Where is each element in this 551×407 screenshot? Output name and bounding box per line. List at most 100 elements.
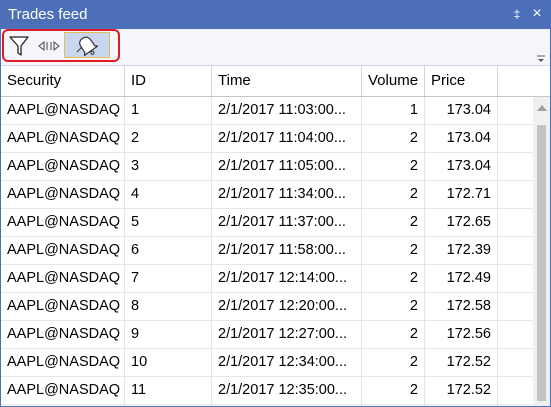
cell-volume: 2 [362,153,425,180]
column-header-time[interactable]: Time [212,66,362,96]
cell-time: 2/1/2017 12:34:00... [212,349,362,376]
cell-price: 172.52 [425,349,498,376]
cell-security: AAPL@NASDAQ [1,181,125,208]
cell-volume: 2 [362,377,425,404]
cell-volume: 2 [362,405,425,406]
table-row[interactable]: AAPL@NASDAQ 4 2/1/2017 11:34:00... 2 172.71 [1,181,533,209]
title-bar: Trades feed ‡ × [1,1,550,29]
scroll-thumb[interactable] [537,125,546,401]
cell-security: AAPL@NASDAQ [1,97,125,124]
cell-price: 172.56 [425,321,498,348]
cell-security: AAPL@NASDAQ [1,293,125,320]
cell-id: 9 [125,321,212,348]
column-header-security[interactable]: Security [1,66,125,96]
column-header-price[interactable]: Price [425,66,498,96]
cell-empty [498,349,533,376]
cell-id: 10 [125,349,212,376]
cell-id: 7 [125,265,212,292]
cell-empty [498,125,533,152]
trades-grid: Security ID Time Volume Price AAPL@NASDA… [1,66,550,406]
cell-id: 1 [125,97,212,124]
cell-security: AAPL@NASDAQ [1,265,125,292]
cell-volume: 2 [362,125,425,152]
table-row[interactable]: AAPL@NASDAQ 8 2/1/2017 12:20:00... 2 172.58 [1,293,533,321]
cell-time: 2/1/2017 12:42:00... [212,405,362,406]
table-row[interactable]: AAPL@NASDAQ 3 2/1/2017 11:05:00... 2 173.04 [1,153,533,181]
cell-time: 2/1/2017 11:03:00... [212,97,362,124]
filter-button[interactable] [7,33,33,59]
cell-id: 4 [125,181,212,208]
cell-volume: 2 [362,321,425,348]
cell-time: 2/1/2017 12:14:00... [212,265,362,292]
cell-price: 172.65 [425,209,498,236]
cell-volume: 2 [362,181,425,208]
cell-price: 173.04 [425,125,498,152]
cell-security: AAPL@NASDAQ [1,405,125,406]
toolbar [1,29,550,66]
column-header-volume[interactable]: Volume [362,66,425,96]
cell-security: AAPL@NASDAQ [1,209,125,236]
cell-time: 2/1/2017 11:34:00... [212,181,362,208]
cell-empty [498,237,533,264]
expand-collapse-button[interactable] [37,33,61,59]
close-icon[interactable]: × [532,5,542,22]
table-row[interactable]: AAPL@NASDAQ 6 2/1/2017 11:58:00... 2 172.39 [1,237,533,265]
cell-price: 172.39 [425,237,498,264]
bell-icon [76,36,99,56]
cell-time: 2/1/2017 11:58:00... [212,237,362,264]
cell-empty [498,153,533,180]
table-row[interactable]: AAPL@NASDAQ 11 2/1/2017 12:35:00... 2 172.52 [1,377,533,405]
toolbar-overflow-icon[interactable] [536,55,546,63]
toolbar-highlight [2,29,120,62]
grid-header: Security ID Time Volume Price [1,66,550,97]
cell-volume: 2 [362,237,425,264]
cell-time: 2/1/2017 11:05:00... [212,153,362,180]
cell-empty [498,293,533,320]
table-row[interactable]: AAPL@NASDAQ 5 2/1/2017 11:37:00... 2 172.65 [1,209,533,237]
cell-id: 2 [125,125,212,152]
table-row[interactable]: AAPL@NASDAQ 7 2/1/2017 12:14:00... 2 172.49 [1,265,533,293]
window-title: Trades feed [8,6,88,23]
cell-volume: 2 [362,265,425,292]
cell-price: 173.04 [425,153,498,180]
cell-id: 5 [125,209,212,236]
column-header-id[interactable]: ID [125,66,212,96]
table-row[interactable]: AAPL@NASDAQ 2 2/1/2017 11:04:00... 2 173.04 [1,125,533,153]
cell-security: AAPL@NASDAQ [1,237,125,264]
cell-time: 2/1/2017 12:35:00... [212,377,362,404]
cell-time: 2/1/2017 11:37:00... [212,209,362,236]
cell-price: 172.71 [425,181,498,208]
cell-empty [498,377,533,404]
cell-empty [498,209,533,236]
cell-time: 2/1/2017 12:20:00... [212,293,362,320]
cell-empty [498,181,533,208]
cell-security: AAPL@NASDAQ [1,125,125,152]
cell-price: 172.49 [425,265,498,292]
vertical-scrollbar[interactable] [533,97,550,406]
cell-time: 2/1/2017 11:04:00... [212,125,362,152]
cell-id: 6 [125,237,212,264]
cell-volume: 2 [362,349,425,376]
cell-empty [498,321,533,348]
scroll-up-icon[interactable] [537,105,547,111]
cell-id: 11 [125,377,212,404]
cell-volume: 2 [362,209,425,236]
cell-volume: 1 [362,97,425,124]
cell-id: 12 [125,405,212,406]
cell-id: 8 [125,293,212,320]
cell-price: 172.57 [425,405,498,406]
cell-price: 172.58 [425,293,498,320]
table-row[interactable]: AAPL@NASDAQ 10 2/1/2017 12:34:00... 2 172.52 [1,349,533,377]
table-row[interactable]: AAPL@NASDAQ 1 2/1/2017 11:03:00... 1 173.04 [1,97,533,125]
cell-security: AAPL@NASDAQ [1,153,125,180]
cell-security: AAPL@NASDAQ [1,349,125,376]
pin-icon[interactable]: ‡ [513,7,521,21]
table-row[interactable]: AAPL@NASDAQ 9 2/1/2017 12:27:00... 2 172.56 [1,321,533,349]
alerts-button[interactable] [64,32,110,58]
arrows-icon [38,40,60,52]
cell-price: 173.04 [425,97,498,124]
cell-price: 172.52 [425,377,498,404]
cell-volume: 2 [362,293,425,320]
